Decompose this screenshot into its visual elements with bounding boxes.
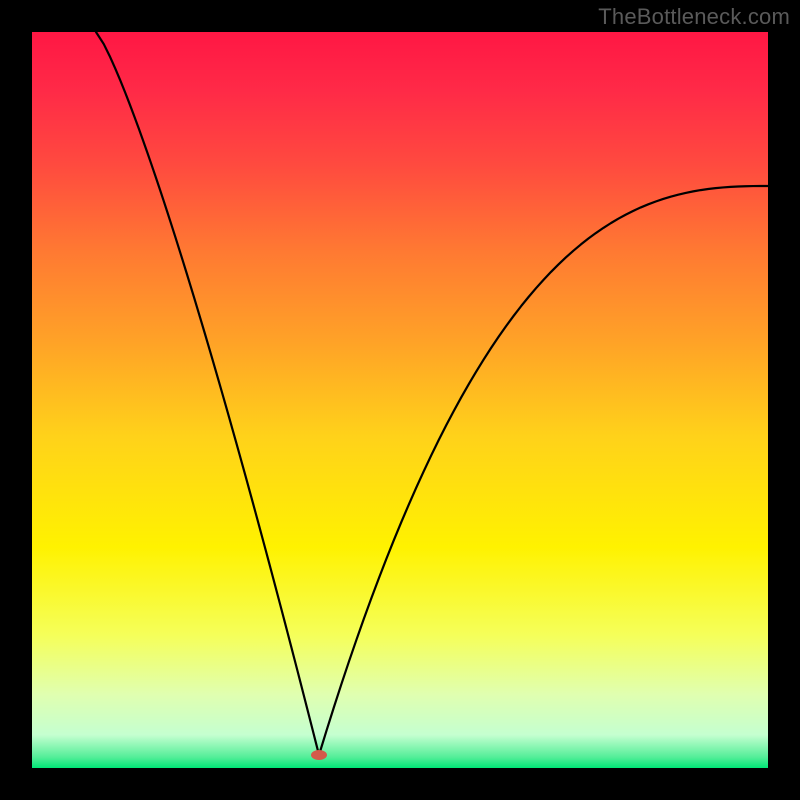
- vertex-marker: [311, 750, 327, 760]
- bottleneck-chart: [0, 0, 800, 800]
- chart-container: TheBottleneck.com: [0, 0, 800, 800]
- plot-background: [32, 32, 768, 768]
- watermark-label: TheBottleneck.com: [598, 4, 790, 30]
